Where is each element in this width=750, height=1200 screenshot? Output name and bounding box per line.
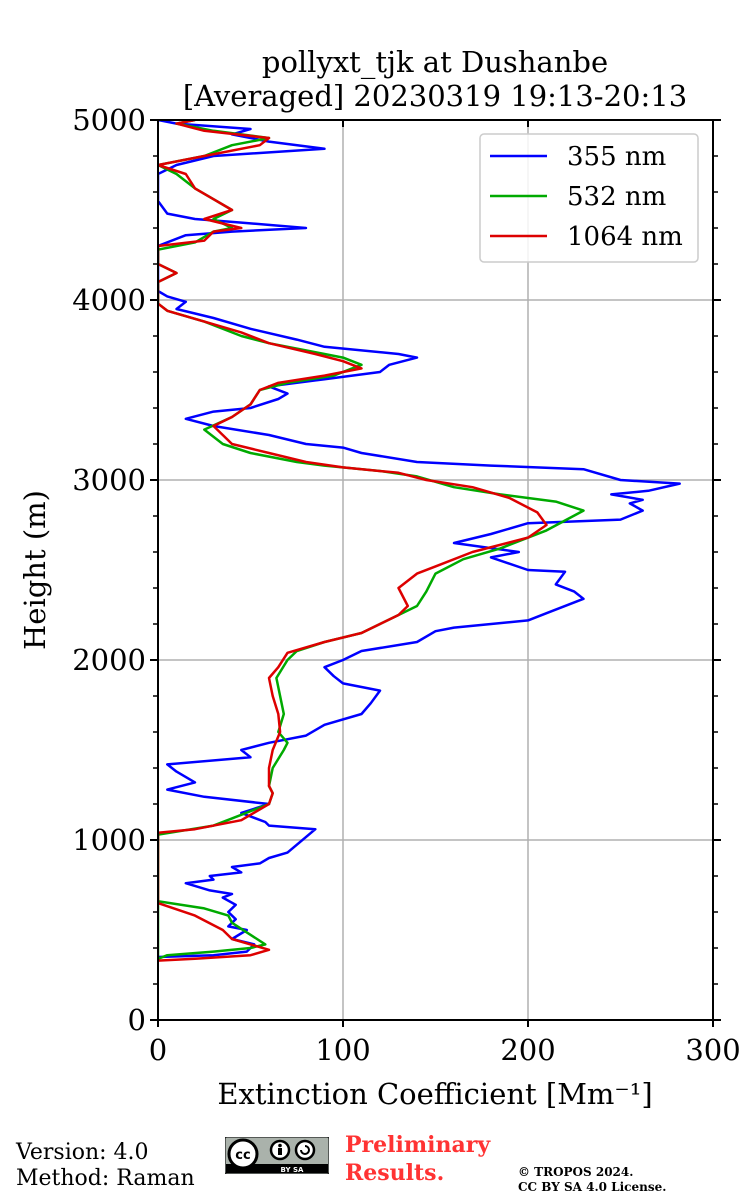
y-tick-label: 2000: [72, 643, 146, 677]
preliminary-results-note: Preliminary Results.: [345, 1131, 490, 1187]
plot-frame: [157, 119, 714, 1021]
x-tick-label: 100: [315, 1033, 370, 1067]
series-line-1064-nm: [158, 120, 548, 962]
y-tick-label: 4000: [72, 283, 146, 317]
series-line-355-nm: [158, 120, 681, 959]
svg-text:cc: cc: [235, 1148, 250, 1163]
method-label: Method: Raman: [16, 1166, 195, 1191]
x-tick-label: 300: [685, 1033, 740, 1067]
x-axis-label: Extinction Coefficient [Mm⁻¹]: [217, 1077, 652, 1111]
legend-label: 1064 nm: [567, 222, 683, 252]
copyright-line-1: © TROPOS 2024.: [518, 1165, 634, 1179]
y-axis-label: Height (m): [18, 490, 52, 650]
x-tick-label: 0: [149, 1033, 167, 1067]
y-tick-label: 3000: [72, 463, 146, 497]
legend-label: 532 nm: [567, 182, 666, 212]
chart-title: pollyxt_tjk at Dushanbe: [262, 45, 608, 80]
preliminary-line-2: Results.: [345, 1160, 445, 1186]
version-label: Version: 4.0: [16, 1140, 149, 1165]
gridlines: [158, 120, 713, 1020]
x-tick-label: 200: [500, 1033, 555, 1067]
preliminary-line-1: Preliminary: [345, 1132, 491, 1158]
series-layer: [158, 120, 681, 962]
y-tick-label: 1000: [72, 823, 146, 857]
legend: 355 nm 532 nm 1064 nm: [479, 133, 699, 263]
cc-by-sa-license-badge: cc BY SA: [225, 1137, 329, 1174]
legend-label: 355 nm: [567, 142, 666, 172]
copyright-line-2: CC BY SA 4.0 License.: [518, 1180, 667, 1194]
license-badge-text: BY SA: [281, 1166, 305, 1174]
cc-icon: [227, 1138, 259, 1170]
copyright-note: © TROPOS 2024. CC BY SA 4.0 License.: [518, 1165, 666, 1195]
y-tick-label: 5000: [72, 103, 146, 137]
share-alike-icon: [294, 1139, 316, 1161]
y-tick-label: 0: [128, 1003, 146, 1037]
chart-subtitle: [Averaged] 20230319 19:13-20:13: [183, 79, 687, 113]
legend-box: [479, 133, 699, 263]
